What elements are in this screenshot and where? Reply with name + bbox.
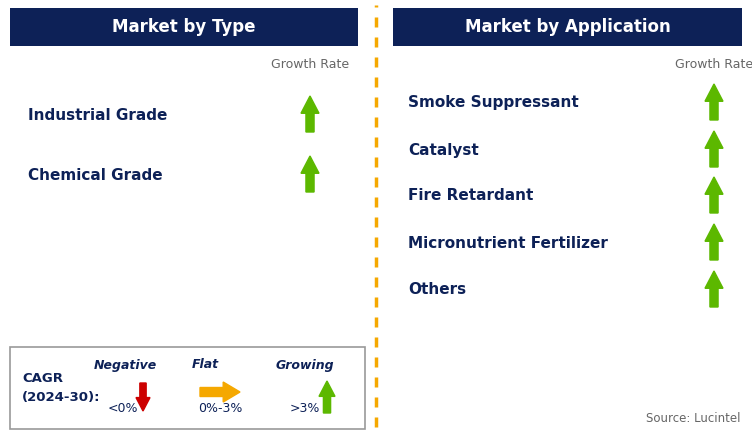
- Bar: [393, 8, 742, 46]
- Polygon shape: [705, 271, 723, 307]
- Text: Market by Application: Market by Application: [465, 18, 670, 36]
- Text: Others: Others: [408, 282, 466, 298]
- Polygon shape: [705, 177, 723, 213]
- Text: (2024-30):: (2024-30):: [22, 392, 101, 405]
- Text: Catalyst: Catalyst: [408, 142, 479, 157]
- Text: Growth Rate: Growth Rate: [675, 59, 752, 72]
- Text: 0%-3%: 0%-3%: [198, 402, 242, 416]
- Text: Market by Type: Market by Type: [112, 18, 256, 36]
- Text: Growing: Growing: [276, 358, 335, 371]
- Polygon shape: [200, 382, 240, 402]
- Text: Industrial Grade: Industrial Grade: [28, 108, 168, 122]
- Polygon shape: [136, 383, 150, 411]
- Polygon shape: [301, 156, 319, 192]
- Polygon shape: [705, 131, 723, 167]
- Text: Fire Retardant: Fire Retardant: [408, 188, 533, 204]
- Text: Source: Lucintel: Source: Lucintel: [645, 413, 740, 426]
- Text: CAGR: CAGR: [22, 371, 63, 385]
- Text: <0%: <0%: [108, 402, 138, 416]
- Text: Flat: Flat: [192, 358, 219, 371]
- Text: Negative: Negative: [93, 358, 156, 371]
- Text: >3%: >3%: [290, 402, 320, 416]
- Text: Smoke Suppressant: Smoke Suppressant: [408, 96, 579, 111]
- Text: Micronutrient Fertilizer: Micronutrient Fertilizer: [408, 236, 608, 250]
- Polygon shape: [705, 84, 723, 120]
- Text: Chemical Grade: Chemical Grade: [28, 167, 162, 183]
- Polygon shape: [301, 96, 319, 132]
- Text: Growth Rate: Growth Rate: [271, 59, 349, 72]
- Polygon shape: [319, 381, 335, 413]
- Bar: [10, 8, 358, 46]
- Bar: [10, 347, 365, 429]
- Polygon shape: [705, 224, 723, 260]
